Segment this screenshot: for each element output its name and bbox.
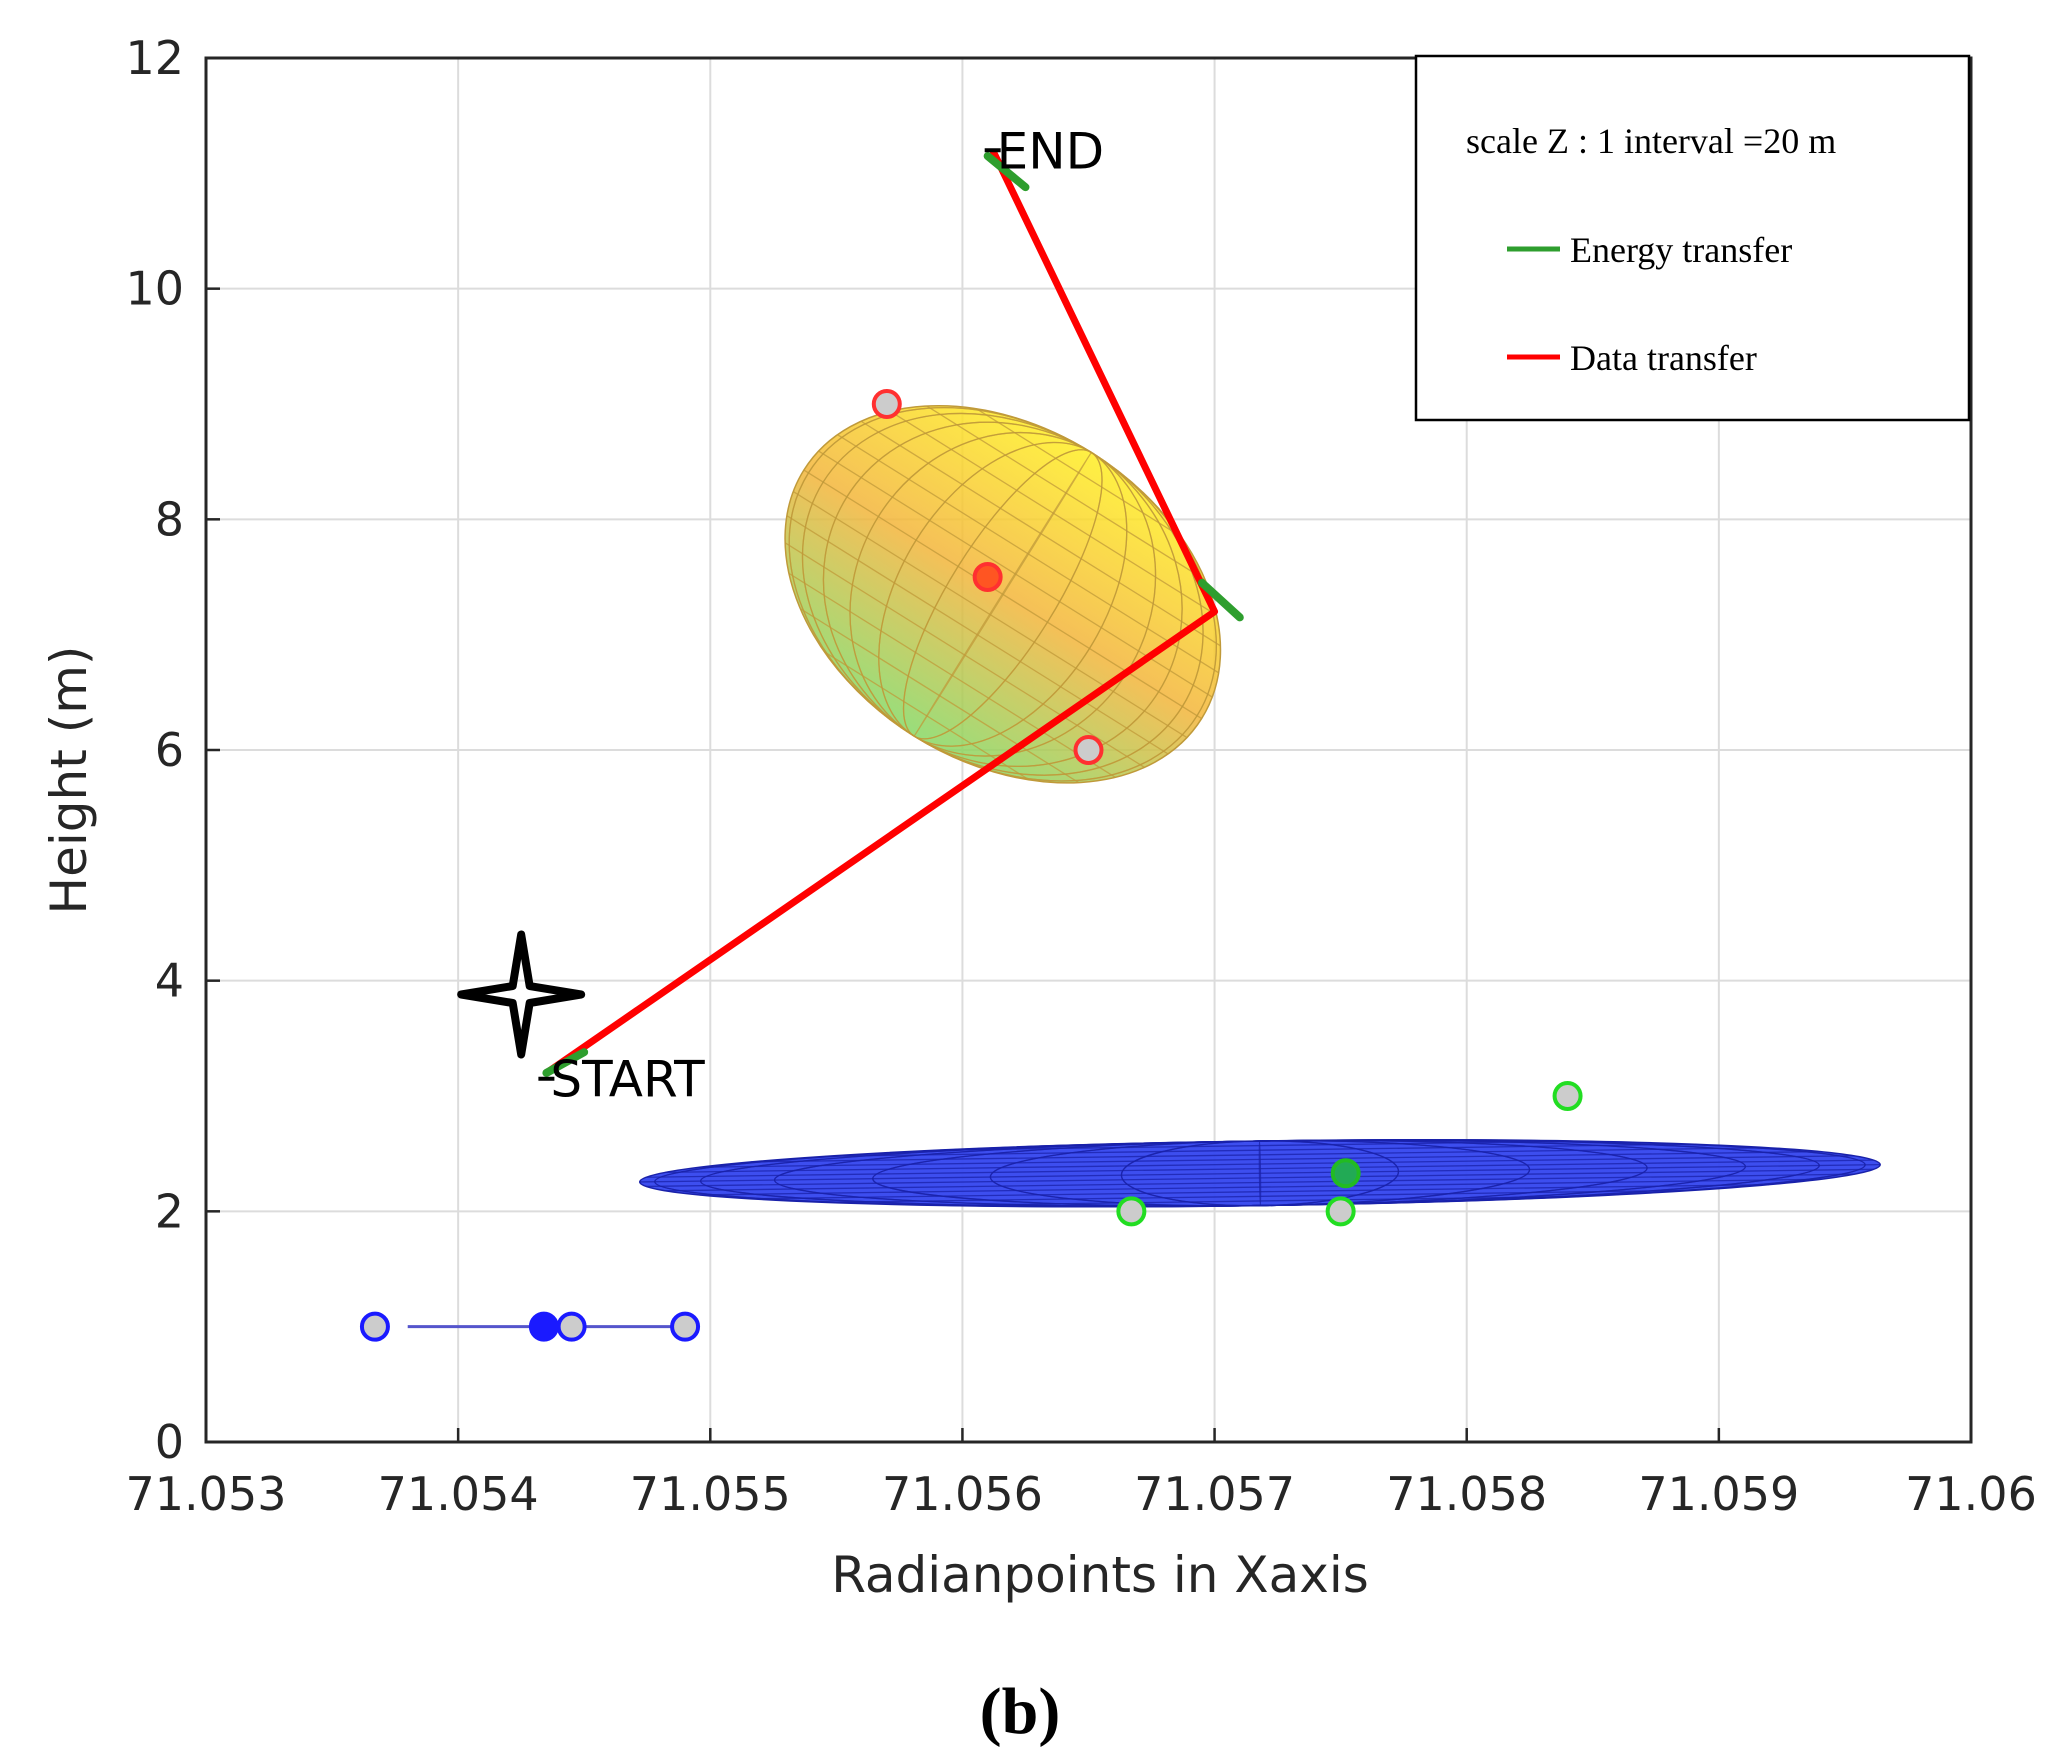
x-tick-label: 71.06 bbox=[1905, 1467, 2037, 1521]
data-transfer-line bbox=[544, 148, 1219, 1076]
y-axis-title: Height (m) bbox=[40, 646, 98, 915]
energy-transfer-segment bbox=[1197, 578, 1244, 622]
ground-nodes-marker bbox=[556, 1311, 587, 1342]
middle-nodes-marker bbox=[1552, 1081, 1583, 1111]
y-tick-label: 6 bbox=[155, 723, 184, 777]
x-tick-label: 71.056 bbox=[882, 1467, 1043, 1521]
y-tick-label: 2 bbox=[155, 1184, 184, 1238]
y-tick-label: 0 bbox=[155, 1415, 184, 1469]
x-axis-ticks: 71.053 71.054 71.055 71.056 71.057 71.058 71.0… bbox=[126, 1428, 2037, 1521]
x-tick-label: 71.055 bbox=[630, 1467, 791, 1521]
x-tick-label: 71.059 bbox=[1638, 1467, 1799, 1521]
middle-nodes-marker bbox=[1116, 1196, 1147, 1227]
y-tick-label: 10 bbox=[125, 262, 184, 316]
ground-centre-marker bbox=[528, 1311, 559, 1342]
start-label: START bbox=[550, 1051, 705, 1109]
x-axis-title: Radianpoints in Xaxis bbox=[831, 1546, 1369, 1604]
mesh-longitude bbox=[788, 406, 1217, 782]
mesh-longitude bbox=[654, 1139, 1866, 1208]
series-markers bbox=[359, 389, 1583, 1342]
energy-transfer-segment bbox=[983, 152, 1030, 192]
upper-centre-marker bbox=[972, 562, 1003, 592]
upper-nodes-marker bbox=[1073, 735, 1104, 765]
middle-centre-marker bbox=[1330, 1158, 1361, 1189]
x-tick-label: 71.057 bbox=[1134, 1467, 1295, 1521]
end-label: END bbox=[997, 122, 1105, 180]
x-tick-label: 71.053 bbox=[126, 1467, 287, 1521]
legend-label-data: Data transfer bbox=[1570, 338, 1757, 378]
ground-nodes-marker bbox=[670, 1311, 701, 1342]
lower-coverage-ellipsoid bbox=[638, 1139, 1881, 1208]
x-tick-label: 71.054 bbox=[378, 1467, 539, 1521]
x-tick-label: 71.058 bbox=[1386, 1467, 1547, 1521]
annotations: START END bbox=[538, 122, 1105, 1109]
energy-transfer-segment bbox=[542, 1048, 589, 1077]
legend-label-energy: Energy transfer bbox=[1570, 230, 1792, 270]
middle-nodes-marker bbox=[1325, 1196, 1356, 1227]
y-tick-label: 8 bbox=[155, 492, 184, 546]
figure-caption: (b) bbox=[980, 1675, 1061, 1748]
y-tick-label: 12 bbox=[125, 31, 184, 85]
legend-header: scale Z : 1 interval =20 m bbox=[1466, 121, 1836, 161]
start-star-marker bbox=[457, 930, 586, 1059]
legend: scale Z : 1 interval =20 m Energy transf… bbox=[1414, 54, 1971, 422]
upper-nodes-marker bbox=[871, 389, 902, 419]
upper-coverage-ellipsoid bbox=[784, 404, 1222, 784]
ground-nodes-marker bbox=[359, 1311, 390, 1342]
y-tick-label: 4 bbox=[155, 954, 184, 1008]
y-axis-ticks: 0 2 4 6 8 10 12 bbox=[125, 31, 220, 1469]
series-lines bbox=[407, 148, 1244, 1329]
coverage-ellipsoids bbox=[638, 404, 1881, 1208]
